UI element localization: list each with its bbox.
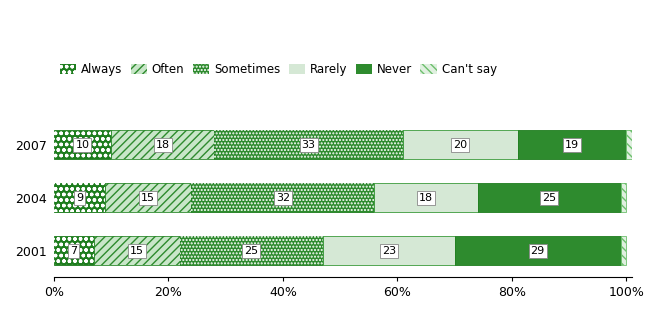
Text: 25: 25	[244, 246, 259, 256]
Bar	[517, 130, 626, 159]
Bar	[620, 236, 626, 265]
Text: 33: 33	[302, 140, 315, 150]
Bar	[323, 236, 455, 265]
Bar	[478, 183, 620, 212]
Bar	[180, 236, 323, 265]
Bar	[374, 183, 478, 212]
Bar	[180, 236, 323, 265]
Text: 29: 29	[531, 246, 544, 256]
Bar	[54, 183, 106, 212]
Bar	[626, 130, 632, 159]
Bar	[214, 130, 403, 159]
Bar	[106, 183, 191, 212]
Text: 19: 19	[565, 140, 579, 150]
Bar	[54, 236, 94, 265]
Bar	[54, 130, 111, 159]
Text: 20: 20	[453, 140, 467, 150]
Legend: Always, Often, Sometimes, Rarely, Never, Can't say: Always, Often, Sometimes, Rarely, Never,…	[59, 63, 497, 76]
Bar	[620, 236, 626, 265]
Bar	[626, 130, 632, 159]
Bar	[111, 130, 214, 159]
Bar	[403, 130, 517, 159]
Bar	[517, 130, 626, 159]
Text: 10: 10	[75, 140, 90, 150]
Bar	[403, 130, 517, 159]
Text: 7: 7	[71, 246, 77, 256]
Text: 25: 25	[542, 192, 556, 203]
Bar	[478, 183, 620, 212]
Bar	[54, 236, 94, 265]
Bar	[54, 130, 111, 159]
Bar	[620, 183, 626, 212]
Bar	[111, 130, 214, 159]
Bar	[323, 236, 455, 265]
Bar	[106, 183, 191, 212]
Text: 9: 9	[76, 192, 83, 203]
Bar	[54, 183, 106, 212]
Bar	[620, 183, 626, 212]
Bar	[94, 236, 180, 265]
Bar	[455, 236, 620, 265]
Text: 15: 15	[141, 192, 155, 203]
Bar	[214, 130, 403, 159]
Text: 23: 23	[381, 246, 396, 256]
Bar	[191, 183, 374, 212]
Text: 18: 18	[419, 192, 433, 203]
Bar	[374, 183, 478, 212]
Bar	[455, 236, 620, 265]
Bar	[94, 236, 180, 265]
Text: 15: 15	[130, 246, 144, 256]
Text: 18: 18	[156, 140, 170, 150]
Bar	[191, 183, 374, 212]
Text: 32: 32	[276, 192, 290, 203]
